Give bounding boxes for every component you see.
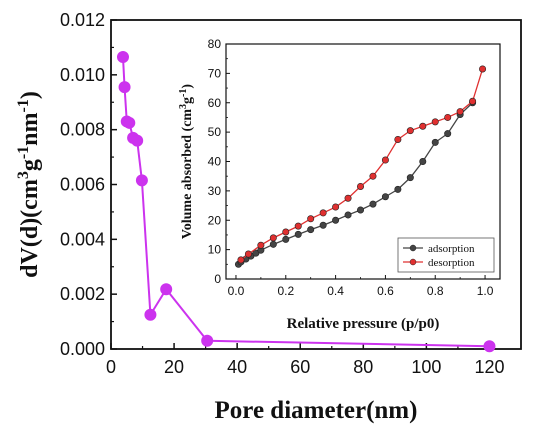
inset-desorption-point [369, 172, 377, 180]
main-y-axis-title: dV(d)(cm3g-1nm-1) [15, 91, 43, 278]
main-data-point [116, 51, 129, 64]
main-data-point [483, 340, 496, 353]
inset-desorption-point [294, 222, 302, 230]
inset-y-tick-label: 0 [214, 272, 221, 286]
inset-y-title-superscript: -1 [178, 89, 189, 97]
inset-desorption-point [431, 118, 439, 126]
legend-label-adsorption: adsorption [428, 243, 475, 255]
inset-adsorption-point [282, 235, 290, 243]
main-x-tick-label: 20 [164, 357, 184, 377]
inset-y-title-part: Volume absorbed (cm [180, 109, 195, 239]
main-y-tick-label: 0.010 [60, 65, 105, 85]
main-y-tick-label: 0.006 [60, 175, 105, 195]
inset-desorption-point [394, 135, 402, 143]
inset-y-title-superscript: 3 [178, 104, 189, 109]
y-title-superscript: -1 [15, 146, 32, 159]
inset-y-axis-title: Volume absorbed (cm3g-1) [178, 84, 195, 240]
inset-x-tick-label: 0.0 [228, 284, 245, 298]
y-title-part: nm [17, 112, 43, 145]
inset-desorption-point [257, 241, 265, 249]
inset-desorption-point [357, 182, 365, 190]
inset-legend: adsorption desorption [397, 237, 495, 273]
main-y-tick-label: 0.012 [60, 10, 105, 30]
inset-adsorption-point [332, 216, 340, 224]
inset-adsorption-point [269, 240, 277, 248]
inset-y-tick-label: 20 [208, 213, 222, 227]
inset-y-tick-label: 10 [208, 243, 222, 257]
y-title-part: ) [17, 91, 43, 99]
inset-adsorption-point [307, 226, 315, 234]
main-y-tick-label: 0.002 [60, 284, 105, 304]
inset-desorption-point [456, 108, 464, 116]
inset-desorption-point [406, 127, 414, 135]
main-y-tick-label: 0.008 [60, 120, 105, 140]
main-data-point [201, 334, 214, 347]
inset-adsorption-point [294, 230, 302, 238]
inset-desorption-point [319, 209, 327, 217]
inset-adsorption-point [444, 130, 452, 138]
main-chart: 0 20 40 60 80 100 1200.0000.0020.0040.0060.008… [15, 10, 522, 424]
inset-y-tick-label: 40 [208, 155, 222, 169]
inset-adsorption-point [394, 185, 402, 193]
main-x-tick-label: 80 [353, 357, 373, 377]
inset-adsorption-point [319, 221, 327, 229]
inset-x-tick-label: 1.0 [477, 284, 494, 298]
inset-adsorption-point [431, 138, 439, 146]
y-title-superscript: 3 [15, 171, 32, 179]
inset-x-axis-title: Relative pressure (p/p0) [287, 316, 440, 332]
inset-adsorption-point [357, 206, 365, 214]
main-x-tick-label: 60 [290, 357, 310, 377]
main-data-point [160, 283, 173, 296]
inset-adsorption-point [381, 193, 389, 201]
inset-desorption-point [381, 156, 389, 164]
inset-desorption-point [244, 250, 252, 258]
inset-x-tick-label: 0.8 [427, 284, 444, 298]
inset-desorption-point [307, 215, 315, 223]
inset-y-title-part: g [180, 97, 195, 104]
inset-y-title-part: ) [180, 84, 195, 89]
y-title-part: g [17, 159, 43, 171]
main-x-tick-label: 0 [106, 357, 116, 377]
inset-legend-box [397, 237, 495, 273]
inset-desorption-point [419, 122, 427, 130]
legend-swatch-marker [409, 258, 417, 266]
main-data-point [144, 308, 157, 321]
main-data-point [123, 116, 136, 129]
main-y-tick-label: 0.000 [60, 339, 105, 359]
main-y-tick-label: 0.004 [60, 229, 105, 249]
legend-swatch-marker [409, 244, 417, 252]
inset-desorption-point [444, 113, 452, 121]
inset-adsorption-point [406, 174, 414, 182]
inset-desorption-point [479, 65, 487, 73]
main-x-tick-label: 40 [227, 357, 247, 377]
inset-desorption-point [332, 203, 340, 211]
inset-y-tick-label: 60 [208, 96, 222, 110]
inset-desorption-point [344, 194, 352, 202]
inset-y-tick-label: 80 [208, 37, 222, 51]
main-data-point [118, 81, 131, 94]
main-x-tick-label: 100 [411, 357, 441, 377]
inset-desorption-point [269, 234, 277, 242]
main-x-tick-label: 120 [474, 357, 504, 377]
inset-desorption-point [469, 97, 477, 105]
inset-x-tick-label: 0.2 [277, 284, 294, 298]
y-title-superscript: -1 [15, 99, 32, 112]
legend-label-desorption: desorption [428, 257, 475, 269]
inset-adsorption-point [419, 158, 427, 166]
inset-desorption-point [282, 228, 290, 236]
main-data-point [131, 134, 144, 147]
main-data-point [135, 174, 148, 187]
inset-adsorption-point [369, 200, 377, 208]
inset-x-tick-label: 0.4 [327, 284, 344, 298]
inset-chart: 0.0 0.2 0.4 0.6 0.8 1.0 0 10 20 30 40 50 60 70 80 Relat… [178, 37, 501, 332]
inset-y-tick-label: 50 [208, 125, 222, 139]
inset-x-tick-label: 0.6 [377, 284, 394, 298]
main-x-axis-title: Pore diameter(nm) [215, 397, 418, 424]
inset-desorption-point [237, 256, 245, 264]
inset-adsorption-point [344, 211, 352, 219]
inset-y-tick-label: 70 [208, 66, 222, 80]
y-title-part: dV(d)(cm [17, 179, 43, 278]
inset-y-tick-label: 30 [208, 184, 222, 198]
